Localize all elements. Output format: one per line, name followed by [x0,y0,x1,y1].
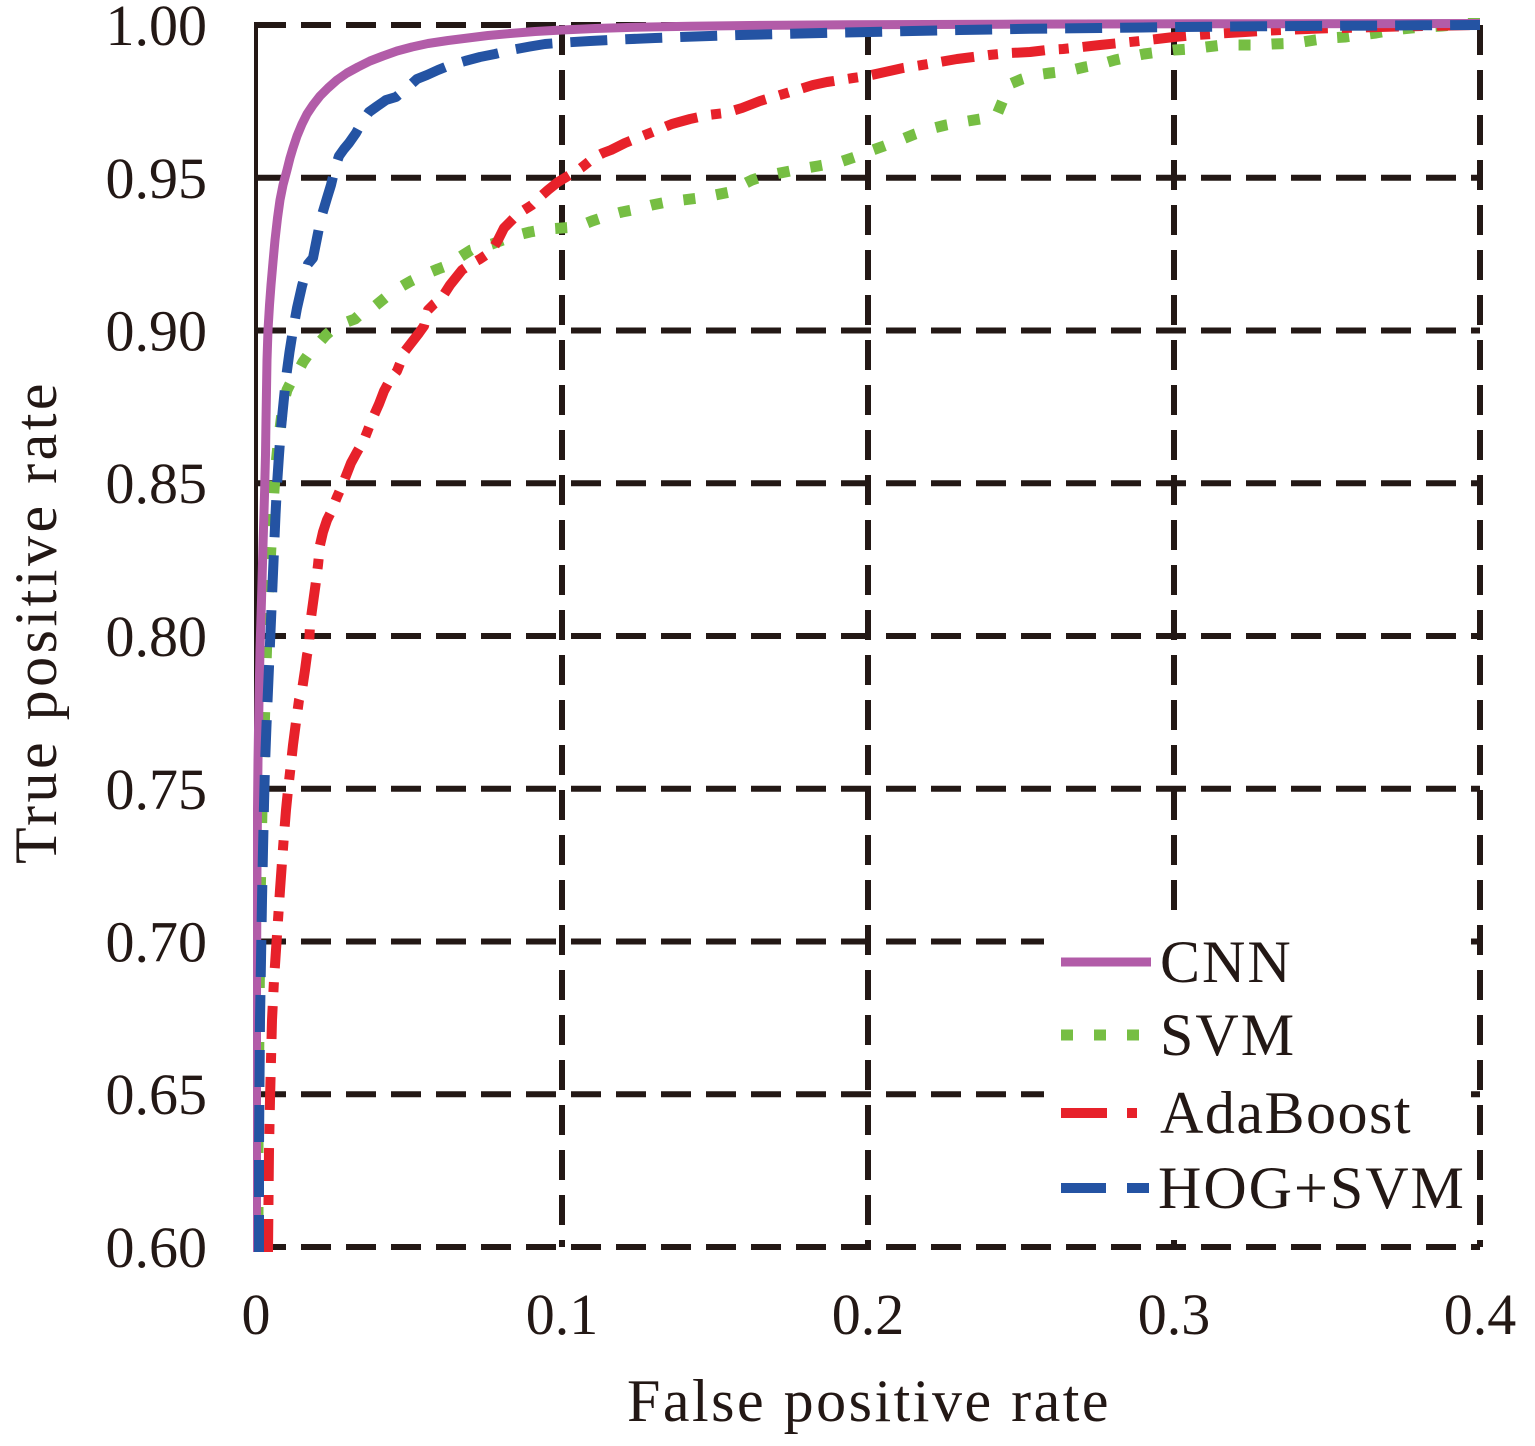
svg-text:0.70: 0.70 [106,910,208,975]
svg-text:HOG+SVM: HOG+SVM [1158,1155,1466,1221]
svg-text:0.60: 0.60 [106,1215,208,1280]
svg-text:AdaBoost: AdaBoost [1160,1080,1412,1146]
svg-text:CNN: CNN [1160,929,1293,995]
svg-text:0.4: 0.4 [1444,1282,1517,1347]
svg-text:1.00: 1.00 [106,0,208,58]
svg-text:0.3: 0.3 [1138,1282,1211,1347]
svg-text:0.65: 0.65 [106,1062,208,1127]
svg-text:0.95: 0.95 [106,146,208,211]
svg-text:False positive rate: False positive rate [627,1368,1111,1434]
svg-text:0.75: 0.75 [106,757,208,822]
svg-text:0.85: 0.85 [106,451,208,516]
svg-text:0.80: 0.80 [106,604,208,669]
svg-text:SVM: SVM [1160,1002,1296,1068]
svg-text:0.2: 0.2 [832,1282,905,1347]
svg-text:0.1: 0.1 [526,1282,599,1347]
svg-text:0: 0 [242,1282,271,1347]
svg-text:0.90: 0.90 [106,299,208,364]
svg-text:True positive rate: True positive rate [3,380,69,864]
